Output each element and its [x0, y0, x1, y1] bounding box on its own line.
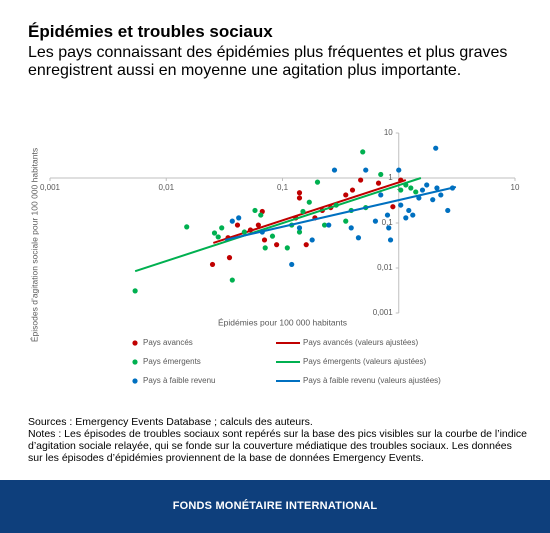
y-tick-label: 1 — [388, 173, 393, 182]
point — [274, 242, 280, 248]
y-tick-label: 10 — [384, 128, 393, 137]
y-tick-label: 0,001 — [373, 308, 394, 317]
point — [408, 185, 414, 191]
legend-label: Pays à faible revenu (valeurs ajustées) — [303, 376, 441, 385]
point — [358, 177, 364, 183]
point — [229, 218, 235, 224]
point — [296, 229, 303, 235]
y-axis-title: Épisodes d’agitation sociale pour 100 00… — [29, 148, 39, 342]
point — [360, 149, 366, 155]
point — [226, 255, 233, 261]
point — [375, 180, 382, 186]
point — [234, 222, 241, 228]
point — [296, 195, 303, 201]
legend-label: Pays avancés (valeurs ajustées) — [303, 338, 419, 347]
point — [387, 237, 394, 243]
point — [269, 233, 276, 239]
point — [211, 230, 218, 236]
footer: FONDS MONÉTAIRE INTERNATIONAL — [0, 480, 550, 533]
point — [438, 192, 444, 198]
point — [413, 189, 419, 195]
point — [398, 187, 404, 193]
x-tick-label: 10 — [511, 183, 520, 192]
point — [445, 207, 451, 214]
point — [289, 261, 295, 268]
x-axis-title: Épidémies pour 100 000 habitants — [218, 317, 347, 327]
point — [406, 207, 412, 214]
y-tick-label: 0,01 — [377, 263, 393, 272]
x-tick-label: 1 — [397, 183, 402, 192]
legend-label: Pays émergents (valeurs ajustées) — [303, 357, 427, 366]
point — [349, 187, 356, 193]
point — [430, 197, 436, 203]
point — [184, 224, 190, 230]
point — [433, 145, 439, 151]
point — [261, 237, 268, 243]
sources: Sources : Emergency Events Database ; ca… — [28, 416, 313, 428]
fit-line — [213, 179, 407, 244]
point — [355, 235, 362, 241]
legend-swatch — [132, 378, 138, 384]
x-tick-label: 0,001 — [40, 183, 61, 192]
x-tick-label: 0,1 — [277, 183, 289, 192]
point — [284, 245, 290, 251]
notes-text: Notes : Les épisodes de troubles sociaux… — [28, 428, 528, 464]
legend-label: Pays émergents — [143, 357, 201, 366]
point — [132, 288, 138, 294]
point — [434, 185, 440, 191]
point — [363, 167, 369, 173]
point — [390, 204, 396, 210]
legend-swatch — [132, 359, 138, 365]
point — [396, 167, 402, 173]
point — [314, 179, 321, 185]
point — [306, 199, 312, 205]
title: Épidémies et troubles sociaux — [28, 22, 273, 41]
point — [343, 192, 349, 198]
point — [343, 218, 349, 224]
point — [209, 261, 216, 268]
point — [296, 190, 303, 196]
fit-line — [224, 186, 457, 241]
x-tick-label: 0,01 — [158, 183, 174, 192]
notes: Sources : Emergency Events Database ; ca… — [28, 416, 528, 464]
legend-swatch — [132, 340, 138, 346]
point — [424, 182, 430, 188]
point — [219, 225, 225, 231]
point — [419, 187, 426, 193]
point — [229, 277, 235, 283]
point — [403, 215, 409, 221]
point — [378, 171, 384, 178]
point — [384, 212, 391, 218]
point — [262, 245, 268, 251]
legend-label: Pays à faible revenu — [143, 376, 216, 385]
point — [215, 234, 221, 240]
point — [303, 242, 309, 248]
point — [255, 222, 261, 228]
fit-line — [134, 177, 422, 273]
point — [348, 225, 354, 231]
point — [252, 207, 258, 214]
point — [398, 202, 404, 208]
y-tick-label: 0,1 — [382, 218, 394, 227]
point — [372, 218, 379, 224]
point — [410, 212, 416, 218]
point — [236, 215, 242, 221]
point — [258, 212, 264, 218]
legend-label: Pays avancés — [143, 338, 193, 347]
subtitle: Les pays connaissant des épidémies plus … — [28, 44, 508, 79]
point — [386, 225, 392, 231]
point — [309, 237, 315, 243]
point — [326, 222, 332, 228]
point — [296, 225, 303, 231]
point — [378, 192, 384, 198]
point — [321, 222, 328, 228]
point — [241, 229, 247, 235]
point — [300, 208, 306, 215]
point — [331, 167, 338, 173]
